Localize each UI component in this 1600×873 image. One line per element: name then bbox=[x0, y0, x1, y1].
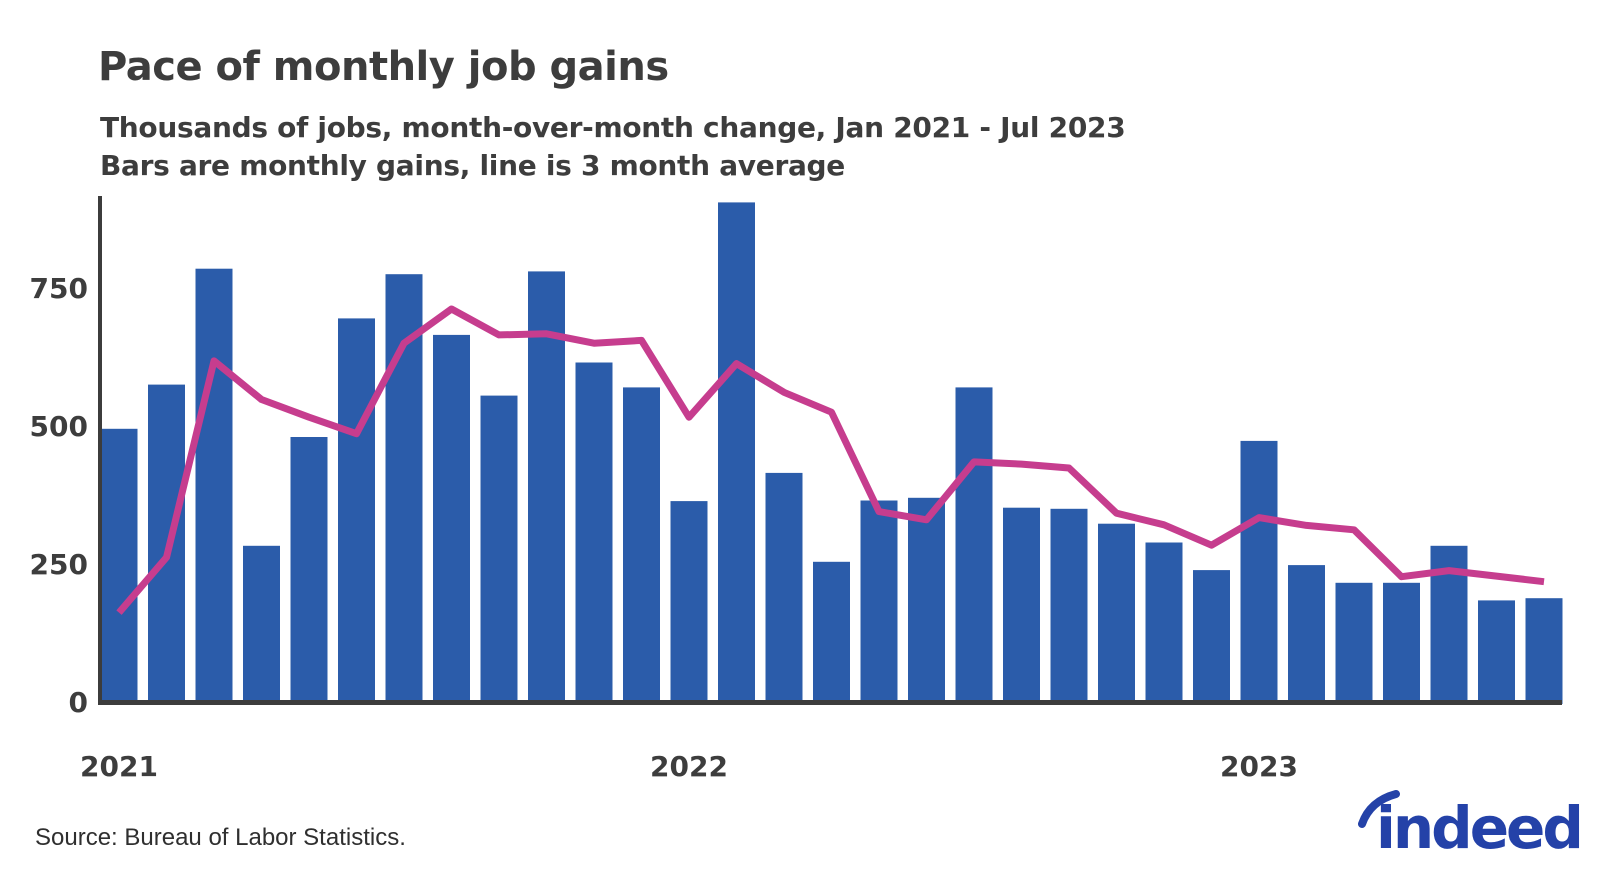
bar-apr-2021 bbox=[243, 545, 280, 704]
y-tick-label-250: 250 bbox=[30, 548, 88, 581]
bar-oct-2021 bbox=[528, 271, 565, 704]
x-tick-label-2022: 2022 bbox=[650, 750, 728, 783]
y-tick-label-500: 500 bbox=[30, 410, 88, 443]
bar-oct-2022 bbox=[1098, 523, 1135, 704]
bar-may-2021 bbox=[290, 437, 328, 704]
bar-jul-2021 bbox=[385, 274, 423, 704]
y-tick-label-0: 0 bbox=[69, 686, 88, 719]
indeed-logo-text: indeed bbox=[1376, 794, 1581, 862]
bar-mar-2021 bbox=[195, 268, 233, 704]
bar-feb-2023 bbox=[1288, 565, 1325, 704]
bar-sep-2021 bbox=[480, 395, 518, 704]
bar-dec-2022 bbox=[1193, 570, 1230, 704]
bar-jul-2022 bbox=[955, 387, 993, 704]
bar-jun-2022 bbox=[908, 497, 945, 704]
chart-subtitle-line1: Thousands of jobs, month-over-month chan… bbox=[100, 111, 1126, 144]
bar-feb-2022 bbox=[718, 202, 755, 704]
chart-subtitle: Thousands of jobs, month-over-month chan… bbox=[100, 109, 1126, 185]
bar-nov-2021 bbox=[575, 362, 613, 704]
source-note: Source: Bureau of Labor Statistics. bbox=[35, 824, 406, 851]
bar-aug-2021 bbox=[433, 334, 470, 704]
trend-line bbox=[116, 305, 1545, 615]
bar-jun-2023 bbox=[1478, 600, 1515, 704]
bar-jan-2021 bbox=[100, 428, 138, 704]
bar-dec-2021 bbox=[623, 387, 660, 704]
y-tick-label-750: 750 bbox=[30, 272, 88, 305]
bar-jun-2021 bbox=[338, 318, 375, 704]
bar-apr-2022 bbox=[813, 561, 850, 704]
bar-nov-2022 bbox=[1145, 542, 1183, 704]
bar-mar-2023 bbox=[1335, 582, 1373, 704]
bar-apr-2023 bbox=[1383, 582, 1420, 704]
bar-jan-2023 bbox=[1240, 440, 1278, 704]
indeed-logo: indeed bbox=[1358, 790, 1584, 862]
bar-aug-2022 bbox=[1003, 507, 1040, 704]
bar-sep-2022 bbox=[1050, 508, 1088, 704]
bar-jan-2022 bbox=[670, 501, 708, 704]
chart-subtitle-line2: Bars are monthly gains, line is 3 month … bbox=[100, 149, 845, 182]
x-tick-label-2023: 2023 bbox=[1220, 750, 1298, 783]
bar-jul-2023 bbox=[1525, 598, 1563, 704]
bar-mar-2022 bbox=[765, 472, 803, 704]
chart-title: Pace of monthly job gains bbox=[98, 44, 669, 90]
x-tick-label-2021: 2021 bbox=[80, 750, 158, 783]
indeed-logo-swoosh-icon bbox=[1358, 790, 1400, 828]
bar-may-2022 bbox=[860, 500, 898, 704]
